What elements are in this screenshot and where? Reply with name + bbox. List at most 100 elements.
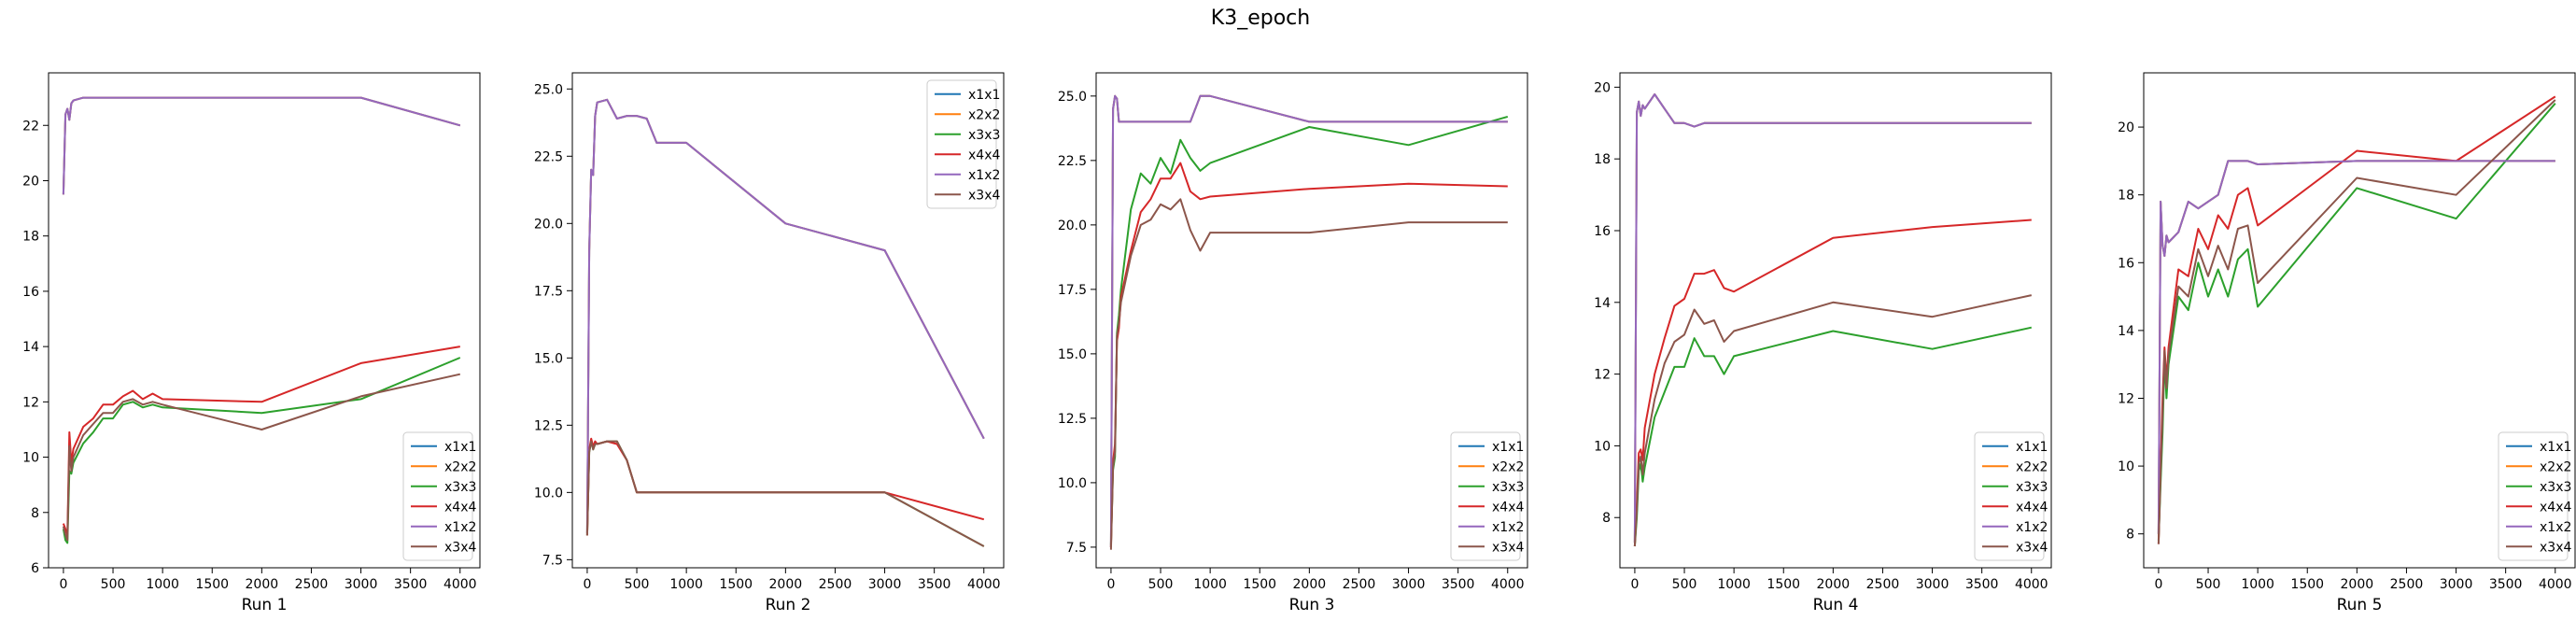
y-tick-label: 12 [22,395,39,410]
x-tick-label: 0 [2154,577,2162,592]
y-tick-label: 20 [1594,80,1611,95]
x-axis: 0 500 1000 1500 2000 2500 3000 3500 4000 [583,568,1001,592]
legend-label-x3x3: x3x3 [2540,480,2571,495]
y-tick-label: 10 [22,451,39,466]
y-tick-label: 20.0 [1058,219,1087,233]
x-tick-label: 1500 [1767,577,1800,592]
x-tick-label: 1500 [719,577,753,592]
legend-box [1450,431,1521,561]
x-tick-label: 0 [59,577,67,592]
x-axis: 0 500 1000 1500 2000 2500 3000 3500 4000 [1106,568,1525,592]
y-tick-label: 18 [22,230,39,245]
y-axis: 6 8 10 12 14 16 18 20 22 [22,119,49,576]
y-tick-label: 12.5 [534,418,563,433]
y-axis: 8 10 12 14 16 18 20 [2118,120,2144,543]
x-tick-label: 3500 [1965,577,1999,592]
series-line-x3x4 [2157,99,2556,544]
legend-label-x1x2: x1x2 [2540,520,2571,535]
x-tick-label: 3500 [394,577,428,592]
x-tick-label: 2500 [2390,577,2424,592]
legend-label-x2x2: x2x2 [1492,459,1524,474]
y-tick-label: 7.5 [542,553,563,568]
x-tick-label: 4000 [2539,577,2572,592]
y-tick-label: 20 [2118,120,2134,135]
series-line-x3x4 [1633,294,2033,547]
legend-label-x2x2: x2x2 [2016,459,2048,474]
series-line-x1x2 [1633,93,2032,543]
y-tick-label: 12.5 [1058,412,1087,427]
y-tick-label: 10 [1594,439,1611,454]
x-tick-label: 3000 [345,577,378,592]
y-axis: 8 10 12 14 16 18 20 [1594,80,1620,526]
y-tick-label: 25.0 [534,82,563,97]
legend-label-x1x2: x1x2 [2016,520,2048,535]
x-tick-label: 0 [1106,577,1115,592]
series-line-x3x3 [1633,326,2033,547]
x-tick-label: 2000 [769,577,803,592]
x-tick-label: 4000 [1491,577,1525,592]
legend-box [1974,431,2045,561]
legend-label-x3x3: x3x3 [2016,480,2048,495]
x-tick-label: 0 [1630,577,1639,592]
x-axis-label: Run 1 [242,596,288,614]
y-tick-label: 14 [2118,324,2134,339]
x-axis: 0 500 1000 1500 2000 2500 3000 3500 4000 [59,568,477,592]
y-tick-label: 17.5 [534,284,563,299]
y-tick-label: 18 [1594,152,1611,167]
y-tick-label: 10.0 [1058,476,1087,491]
legend-label-x4x4: x4x4 [1492,500,1524,515]
y-tick-label: 8 [31,506,39,521]
x-tick-label: 0 [583,577,591,592]
x-axis-label: Run 3 [1289,596,1335,614]
x-tick-label: 2500 [295,577,329,592]
figure-title: K3_epoch [1211,7,1310,30]
subplot-1: 0 500 1000 1500 2000 2500 3000 3500 4000 6 8 10 12 14… [22,72,481,614]
legend-label-x4x4: x4x4 [444,500,476,515]
x-tick-label: 2000 [246,577,279,592]
y-tick-label: 16 [1594,224,1611,239]
x-tick-label: 3500 [2489,577,2523,592]
y-axis: 7.5 10.0 12.5 15.0 17.5 20.0 22.5 25.0 [534,82,572,568]
subplot-3: 0 500 1000 1500 2000 2500 3000 3500 4000 7.5 10.0 1… [1058,72,1528,614]
legend-label-x3x3: x3x3 [1492,480,1524,495]
axes-frame [1095,72,1528,569]
y-tick-label: 8 [1602,511,1611,526]
legend-label-x1x2: x1x2 [1492,520,1524,535]
x-tick-label: 1000 [2241,577,2274,592]
legend-box [926,79,997,209]
legend-box [2498,431,2569,561]
legend-label-x1x1: x1x1 [444,440,476,455]
series-line-x3x4 [1109,198,1508,550]
y-tick-label: 20.0 [534,217,563,232]
legend-label-x2x2: x2x2 [2540,459,2571,474]
series-line-x1x2 [62,96,461,195]
x-tick-label: 2000 [2341,577,2374,592]
legend: x1x1 x2x2 x3x3 x4x4 x1x2 x3x4 [1450,431,1524,561]
y-tick-label: 20 [22,174,39,189]
y-axis: 7.5 10.0 12.5 15.0 17.5 20.0 22.5 25.0 [1058,90,1096,556]
legend-label-x1x1: x1x1 [1492,440,1524,455]
series-lines [2157,95,2556,544]
x-tick-label: 3500 [1442,577,1475,592]
x-tick-label: 1000 [1193,577,1227,592]
axes-frame [1619,72,2052,569]
x-tick-label: 4000 [2015,577,2048,592]
legend-label-x3x4: x3x4 [444,540,476,555]
x-tick-label: 500 [1148,577,1174,592]
y-tick-label: 22.5 [1058,154,1087,169]
y-tick-label: 18 [2118,189,2134,204]
legend-label-x3x4: x3x4 [2540,540,2571,555]
legend-label-x1x1: x1x1 [968,88,1000,103]
x-axis: 0 500 1000 1500 2000 2500 3000 3500 4000 [2154,568,2572,592]
legend: x1x1 x2x2 x3x3 x4x4 x1x2 x3x4 [402,431,476,561]
legend-label-x3x4: x3x4 [968,188,1000,203]
x-axis: 0 500 1000 1500 2000 2500 3000 3500 4000 [1630,568,2048,592]
x-tick-label: 500 [625,577,650,592]
x-tick-label: 4000 [443,577,477,592]
series-line-x1x2 [2157,160,2555,534]
y-tick-label: 10 [2118,459,2134,474]
x-tick-label: 500 [2196,577,2221,592]
legend-label-x2x2: x2x2 [968,107,1000,122]
x-tick-label: 2500 [1866,577,1900,592]
